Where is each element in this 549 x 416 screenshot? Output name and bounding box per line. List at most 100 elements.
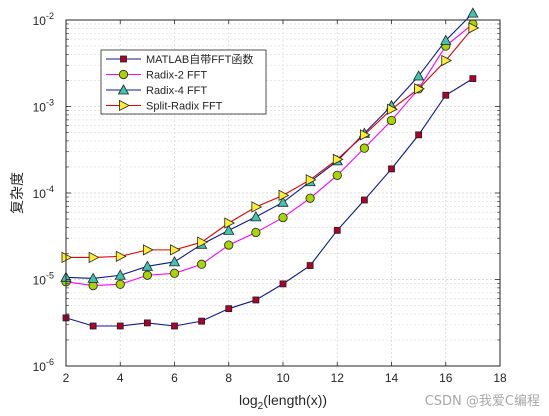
data-point [387,103,398,115]
legend-label: Radix-2 FFT [146,70,207,82]
legend-label: MATLAB自带FFT函数 [146,53,253,66]
data-point [278,212,288,223]
x-tick-label: 2 [63,371,70,385]
data-point [442,91,450,99]
data-point [116,322,124,330]
x-axis-title-arg: (length(x)) [263,392,327,408]
x-axis-title-sub: 2 [258,401,264,412]
data-point [359,143,369,153]
legend: MATLAB自带FFT函数 Radix-2 FFT Radix-4 FFT Split… [100,49,267,115]
data-point [386,115,397,126]
legend-marker [117,84,130,95]
x-axis-title-base: log [239,392,258,408]
y-tick-label: 10-6 [33,357,54,374]
y-tick-label: 10-4 [33,184,54,201]
y-axis-title: 复杂度 [9,172,25,214]
legend-marker [120,55,127,63]
data-point [412,70,425,81]
legend-entry: Split-Radix FFT [106,99,223,113]
data-point [306,262,314,269]
data-point [388,165,395,173]
legend-entry: Radix-4 FFT [106,84,207,97]
data-point [415,131,423,139]
data-point [251,201,263,213]
data-point [250,211,262,222]
legend-label: Split-Radix FFT [146,101,223,113]
data-point [333,226,341,234]
y-tick-label-exp: -2 [46,11,54,21]
data-point [198,317,206,325]
data-point [440,34,452,45]
data-point [142,270,152,280]
data-point [224,240,234,250]
x-axis-title: log2(length(x)) [239,392,327,412]
data-point [87,272,99,283]
data-point [169,268,180,278]
y-tick-label: 10-3 [33,98,54,115]
data-point [88,251,100,264]
data-point [61,251,73,264]
series-layer [60,7,480,330]
data-point [168,256,181,267]
legend-marker [119,99,130,112]
data-point [279,280,287,288]
data-point [114,269,126,280]
watermark: CSDN @我爱C编程 [425,394,540,409]
data-point [223,224,235,235]
data-point [141,260,154,271]
y-tick-label-base: 10 [33,360,47,374]
data-point [115,250,127,263]
y-tick-label-base: 10 [33,274,47,288]
data-point [251,227,261,238]
x-tick-label: 12 [331,371,345,385]
data-point [332,153,344,165]
data-point [277,196,289,207]
data-point [252,296,260,304]
data-point [332,170,342,180]
x-tick-label: 6 [171,371,178,385]
data-point [170,244,181,256]
data-point [360,196,368,204]
y-tick-label-base: 10 [33,187,47,201]
data-point [142,244,154,256]
x-tick-label: 14 [385,371,399,385]
data-point [197,236,208,248]
data-point [468,22,480,34]
data-point [115,279,125,289]
x-tick-label: 10 [276,371,290,385]
legend-entry: MATLAB自带FFT函数 [106,53,253,66]
y-tick-label-base: 10 [33,101,47,115]
data-point [305,193,315,203]
data-point [469,75,477,83]
legend-marker [118,69,129,80]
legend-entry: Radix-2 FFT [106,70,207,82]
data-point [467,7,479,18]
y-tick-label-exp: -5 [46,271,54,281]
x-tick-label: 8 [225,371,232,385]
data-point [225,305,233,313]
y-tick-label-exp: -6 [46,357,54,367]
data-point [305,174,317,186]
series-line [66,27,474,258]
data-point [143,319,151,327]
y-tick-label-exp: -3 [46,98,54,108]
series-line [65,12,474,279]
series-4 [61,22,480,264]
y-axis: 10-610-510-410-310-2 [33,11,500,374]
series-line [65,23,474,287]
x-tick-label: 18 [493,371,507,385]
y-tick-label: 10-5 [33,271,54,288]
legend-box [100,49,267,115]
x-tick-label: 16 [439,371,453,385]
data-point [441,54,453,67]
x-tick-label: 4 [117,371,124,385]
data-point [89,322,97,330]
data-point [359,129,371,141]
y-tick-label-base: 10 [33,14,47,28]
legend-label: Radix-4 FFT [146,85,207,97]
data-point [224,217,236,229]
data-point [171,322,178,330]
data-point [278,189,290,201]
x-axis: 2 4 6 8 10 12 14 16 18 [63,20,507,385]
